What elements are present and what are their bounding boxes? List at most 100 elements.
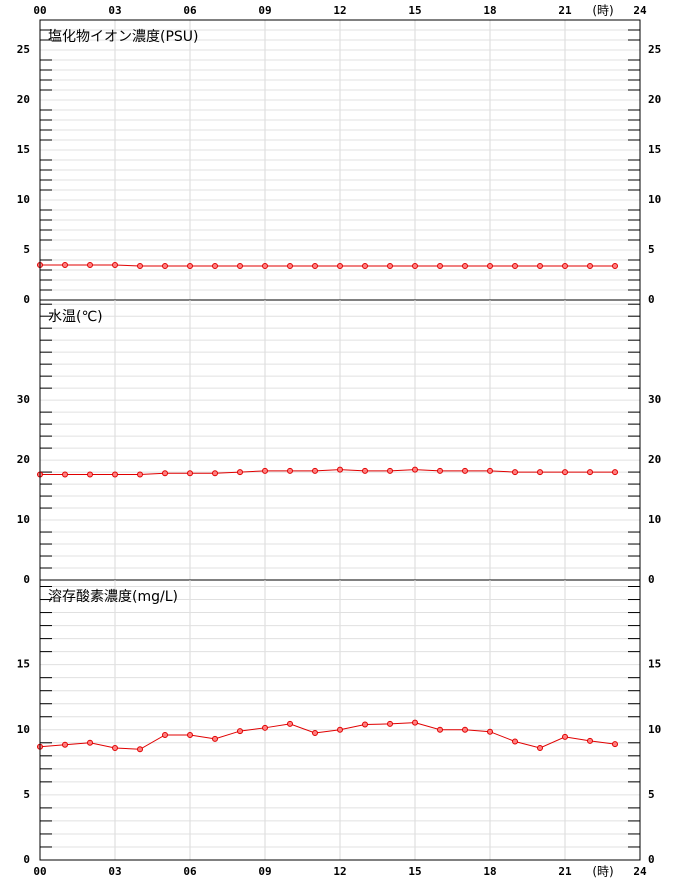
data-point [312,730,318,737]
series-line [40,469,615,475]
y2-tick-label: 0 [648,293,655,306]
panel-title: 溶存酸素濃度(mg/L) [48,589,178,605]
data-point [262,263,268,269]
data-point [462,726,468,733]
data-point [162,263,168,269]
series-line [40,264,615,267]
y2-tick-label: 10 [648,723,661,736]
data-point [562,263,568,269]
y-tick-label: 20 [17,93,30,106]
data-point [312,263,318,269]
data-point [487,263,493,269]
x-tick-label: 12 [333,4,346,17]
data-point [337,263,343,269]
data-point [437,467,443,474]
data-point [287,467,293,474]
data-point [62,741,68,748]
data-point [162,731,168,738]
x-tick-label: 00 [33,4,46,17]
y-tick-label: 0 [23,573,30,586]
data-point [387,263,393,269]
data-point [587,469,593,476]
data-point [137,263,143,269]
series-line [39,722,616,750]
x-tick-label: 24 [633,865,647,878]
data-point [237,263,243,269]
x-tick-label: 15 [408,865,421,878]
x-tick-label: 06 [183,865,197,878]
data-point [462,263,468,269]
data-point [487,728,493,735]
panel-title: 水温(℃) [48,309,103,325]
data-point [212,470,218,477]
data-point [137,471,143,478]
y-tick-label: 25 [17,43,30,56]
data-point [87,262,93,268]
data-point [212,263,218,269]
data-point [187,731,193,738]
data-point [162,470,168,477]
data-point [387,467,393,474]
data-point [512,738,518,745]
y-tick-label: 30 [17,393,30,406]
y2-tick-label: 10 [648,193,661,206]
data-point [612,469,618,476]
data-point [362,721,368,728]
data-point [612,263,618,269]
y2-tick-label: 10 [648,513,661,526]
x-tick-label: 09 [258,4,271,17]
x-unit-label: (時) [592,865,613,879]
data-point [437,263,443,269]
x-unit-label: (時) [592,4,613,18]
y-tick-label: 0 [23,853,30,866]
x-tick-label: 00 [33,865,46,878]
data-point [62,471,68,478]
data-point [262,724,268,731]
data-point [562,733,568,740]
y-tick-label: 10 [17,193,30,206]
data-point [412,263,418,269]
y2-tick-label: 15 [648,658,661,671]
x-tick-label: 03 [108,865,121,878]
data-point [462,467,468,474]
y-tick-label: 15 [17,143,30,156]
data-point [137,746,143,753]
data-point [412,719,418,726]
x-tick-label: 18 [483,4,496,17]
x-tick-label: 06 [183,4,197,17]
y2-tick-label: 0 [648,573,655,586]
data-point [187,470,193,477]
y2-tick-label: 5 [648,243,655,256]
y-tick-label: 0 [23,293,30,306]
y-tick-label: 5 [23,243,30,256]
x-tick-label: 15 [408,4,421,17]
data-point [437,726,443,733]
data-point [287,263,293,269]
y-tick-label: 15 [17,658,30,671]
data-point [87,739,93,746]
data-point [87,471,93,478]
data-point [612,741,618,748]
x-tick-label: 24 [633,4,647,17]
y-tick-label: 20 [17,453,30,466]
data-point [212,735,218,742]
x-tick-label: 09 [258,865,271,878]
data-point [237,469,243,476]
y-tick-label: 5 [23,788,30,801]
data-point [412,466,418,473]
y2-tick-label: 5 [648,788,655,801]
data-point [337,466,343,473]
y2-tick-label: 25 [648,43,661,56]
data-point [112,745,118,751]
x-tick-label: 12 [333,865,346,878]
y-tick-label: 10 [17,513,30,526]
y2-tick-label: 20 [648,453,661,466]
y2-tick-label: 0 [648,853,655,866]
data-point [537,469,543,476]
data-point [112,262,118,268]
x-tick-label: 03 [108,4,121,17]
data-point [587,263,593,269]
data-point [237,728,243,735]
data-point [537,745,543,751]
